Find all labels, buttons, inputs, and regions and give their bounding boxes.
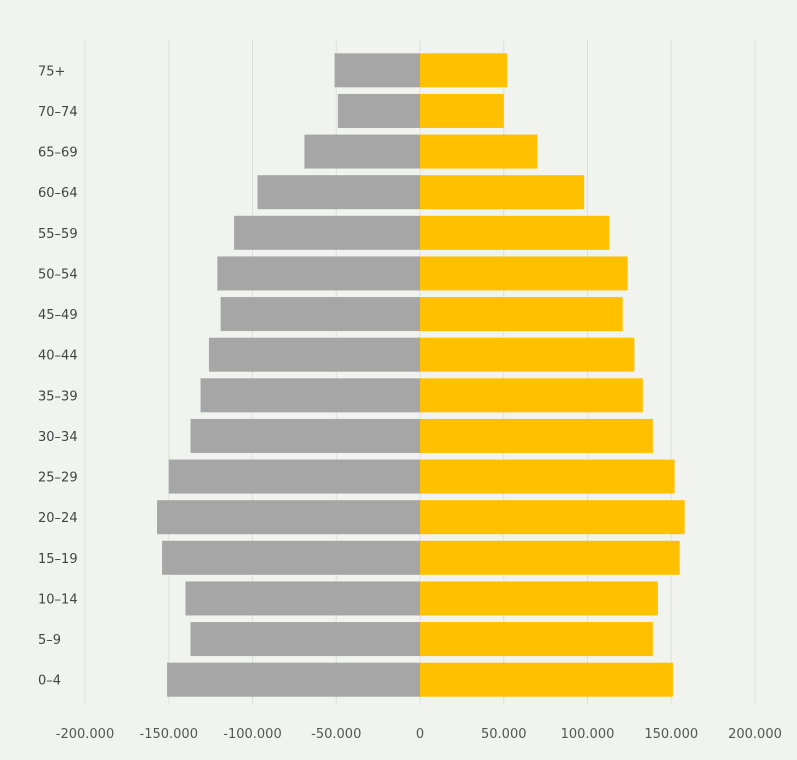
bars [157, 53, 685, 697]
bar-right-3 [420, 540, 680, 575]
x-tick-label: 200.000 [728, 727, 782, 742]
bar-left-7 [200, 378, 420, 413]
x-tick-label: -150.000 [140, 727, 198, 742]
bar-right-0 [420, 662, 673, 697]
bar-right-4 [420, 500, 685, 535]
category-label: 40–44 [38, 349, 78, 364]
bar-right-8 [420, 337, 635, 372]
category-label: 55–59 [38, 227, 78, 242]
category-label: 10–14 [38, 592, 78, 607]
bar-right-15 [420, 53, 508, 88]
category-label: 30–34 [38, 430, 78, 445]
bar-left-0 [167, 662, 420, 697]
category-label: 20–24 [38, 511, 78, 526]
bar-left-13 [304, 134, 420, 169]
bar-right-13 [420, 134, 538, 169]
x-tick-label: -200.000 [56, 727, 114, 742]
x-tick-labels: -200.000 -150.000 -100.000 -50.000 0 50.000 10… [56, 727, 782, 742]
x-tick-label: 50.000 [481, 727, 527, 742]
x-tick-label: 100.000 [561, 727, 615, 742]
bar-left-2 [185, 581, 420, 616]
x-tick-label: -50.000 [311, 727, 361, 742]
category-label: 65–69 [38, 146, 78, 161]
category-label: 15–19 [38, 552, 78, 567]
bar-left-4 [157, 500, 420, 535]
category-label: 70–74 [38, 105, 78, 120]
bar-right-9 [420, 297, 623, 332]
category-label: 0–4 [38, 674, 61, 689]
category-label: 50–54 [38, 267, 78, 282]
bar-left-5 [168, 459, 420, 494]
category-label: 60–64 [38, 186, 78, 201]
bar-right-2 [420, 581, 658, 616]
x-tick-label: -100.000 [223, 727, 281, 742]
category-label: 25–29 [38, 471, 78, 486]
bar-right-1 [420, 622, 653, 657]
bar-right-12 [420, 175, 585, 210]
bar-right-14 [420, 93, 504, 128]
bar-right-5 [420, 459, 675, 494]
bar-left-8 [208, 337, 420, 372]
bar-right-10 [420, 256, 628, 291]
bar-left-14 [337, 93, 420, 128]
bar-left-6 [190, 418, 420, 453]
category-label: 45–49 [38, 308, 78, 323]
x-tick-label: 150.000 [644, 727, 698, 742]
bar-left-10 [217, 256, 420, 291]
category-label: 35–39 [38, 389, 78, 404]
bar-right-6 [420, 418, 653, 453]
bar-left-12 [257, 175, 420, 210]
bar-right-7 [420, 378, 643, 413]
bar-left-1 [190, 622, 420, 657]
category-label: 75+ [38, 64, 65, 79]
bar-left-3 [162, 540, 421, 575]
bar-left-9 [220, 297, 420, 332]
x-tick-label: 0 [416, 727, 424, 742]
category-label: 5–9 [38, 633, 61, 648]
bar-right-11 [420, 215, 610, 250]
bar-left-15 [334, 53, 420, 88]
bar-left-11 [234, 215, 420, 250]
category-labels: 0–4 5–9 10–14 15–19 20–24 25–29 30–34 35–39 40–4… [38, 64, 78, 688]
